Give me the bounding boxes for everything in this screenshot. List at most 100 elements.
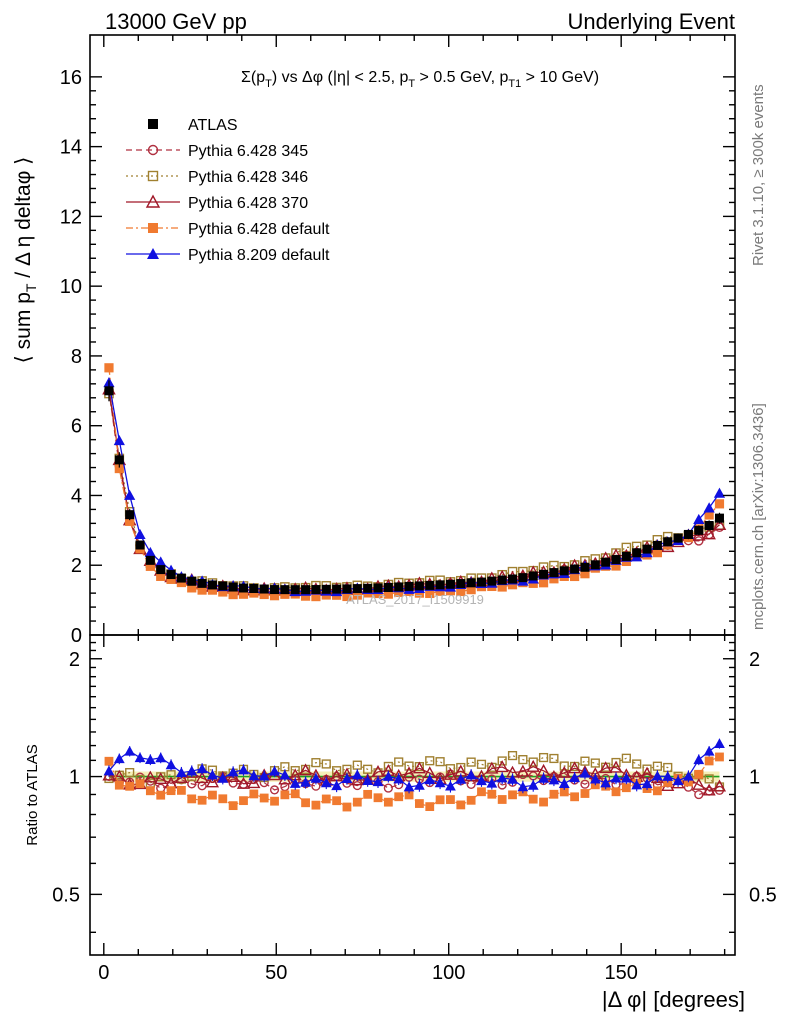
data-point <box>652 786 662 796</box>
data-point <box>424 774 436 785</box>
data-point <box>456 800 466 810</box>
data-point <box>476 775 487 786</box>
data-point <box>332 584 342 594</box>
data-point <box>249 584 259 594</box>
data-point <box>549 574 559 584</box>
data-point <box>394 582 404 592</box>
data-point <box>156 571 166 581</box>
data-point <box>145 786 155 796</box>
data-point <box>569 772 581 783</box>
data-point <box>621 783 631 793</box>
data-point <box>238 764 249 775</box>
data-point <box>290 585 300 595</box>
data-point <box>704 756 714 766</box>
data-point <box>570 792 580 802</box>
data-point <box>145 561 155 571</box>
data-point <box>455 773 467 784</box>
data-point <box>526 759 540 772</box>
data-point <box>228 778 238 788</box>
data-point <box>147 144 159 156</box>
data-point <box>290 766 300 776</box>
data-point <box>403 781 415 792</box>
data-point <box>134 752 146 763</box>
data-point <box>207 769 218 780</box>
data-point <box>692 777 706 790</box>
data-point <box>148 119 158 129</box>
data-point <box>694 769 704 779</box>
data-point <box>166 786 176 796</box>
data-point <box>226 770 240 783</box>
data-point <box>197 578 207 588</box>
data-point <box>714 499 725 509</box>
x-tick-label: 150 <box>604 962 637 984</box>
data-point <box>527 779 539 790</box>
data-point <box>404 581 414 591</box>
data-point <box>518 755 528 765</box>
data-point <box>620 772 632 783</box>
data-point <box>443 767 458 780</box>
data-point <box>549 568 559 578</box>
data-point <box>373 793 383 803</box>
data-point <box>702 783 716 796</box>
data-point <box>269 785 280 795</box>
y-tick-label: 12 <box>60 206 82 228</box>
main-frame <box>89 34 736 636</box>
legend-label: Pythia 6.428 default <box>188 221 330 238</box>
data-point <box>393 773 405 784</box>
data-point <box>352 584 362 594</box>
data-point <box>528 794 538 804</box>
ratio-y-tick-label-right: 2 <box>749 649 760 671</box>
data-point <box>166 570 176 580</box>
data-point <box>518 573 528 583</box>
data-point <box>249 588 259 598</box>
data-point <box>538 752 549 763</box>
data-point <box>197 795 207 805</box>
data-point <box>476 577 486 587</box>
data-point <box>259 589 269 600</box>
data-point <box>363 789 373 799</box>
data-point <box>187 794 197 804</box>
data-point <box>446 795 455 804</box>
y-tick-label: 4 <box>71 485 82 507</box>
data-point <box>228 589 238 600</box>
data-point <box>589 773 601 784</box>
data-point <box>218 587 228 597</box>
watermark: ATLAS_2017_I1509919 <box>346 592 484 607</box>
data-point <box>663 537 673 547</box>
data-point <box>301 585 311 595</box>
data-point <box>165 759 177 770</box>
data-point <box>703 502 715 513</box>
data-point <box>249 789 259 799</box>
data-point <box>631 779 643 790</box>
data-point <box>610 772 622 783</box>
data-point <box>549 753 559 764</box>
data-point <box>601 557 611 567</box>
data-point <box>496 772 508 783</box>
data-point <box>155 752 167 763</box>
data-point <box>145 555 155 565</box>
data-point <box>352 797 362 807</box>
data-point <box>477 787 486 797</box>
data-point <box>320 777 332 788</box>
data-point <box>476 759 487 769</box>
data-point <box>113 753 125 764</box>
data-point <box>236 776 251 789</box>
data-point <box>238 589 249 599</box>
data-point <box>712 517 727 531</box>
data-point <box>239 796 248 806</box>
data-point <box>156 565 166 575</box>
data-point <box>331 780 343 791</box>
data-point <box>641 778 653 789</box>
x-tick-label: 100 <box>432 962 465 984</box>
data-point <box>125 516 135 526</box>
data-point <box>434 777 446 788</box>
data-point <box>373 583 383 593</box>
y-tick-label: 8 <box>71 346 82 368</box>
data-point <box>144 754 156 765</box>
ratio-series-line <box>108 754 720 788</box>
data-point <box>207 585 218 595</box>
data-point <box>497 756 507 766</box>
data-point <box>300 591 311 601</box>
data-point <box>196 763 208 774</box>
